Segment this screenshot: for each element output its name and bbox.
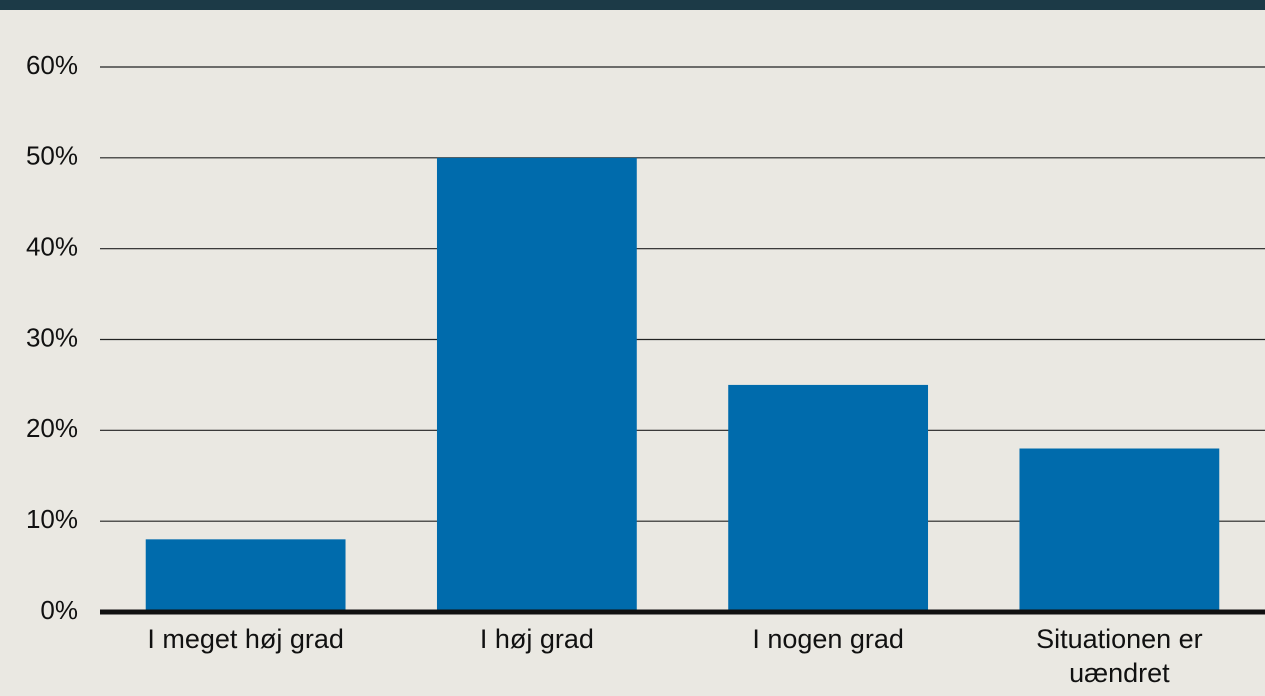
bar — [1019, 448, 1220, 612]
top-band — [0, 0, 1265, 10]
y-tick-label: 30% — [26, 322, 78, 352]
bar — [728, 384, 929, 612]
y-tick-label: 10% — [26, 504, 78, 534]
y-tick-label: 40% — [26, 232, 78, 262]
y-tick-label: 20% — [26, 413, 78, 443]
x-tick-label: I meget høj grad — [147, 624, 344, 654]
y-tick-label: 50% — [26, 141, 78, 171]
bar — [145, 539, 346, 612]
x-tick-label: I nogen grad — [752, 624, 904, 654]
x-tick-label: I høj grad — [479, 624, 594, 654]
bar — [436, 157, 637, 613]
y-tick-label: 0% — [40, 595, 78, 625]
y-tick-label: 60% — [26, 50, 78, 80]
x-tick-label: Situationen er uændret — [1036, 624, 1203, 688]
